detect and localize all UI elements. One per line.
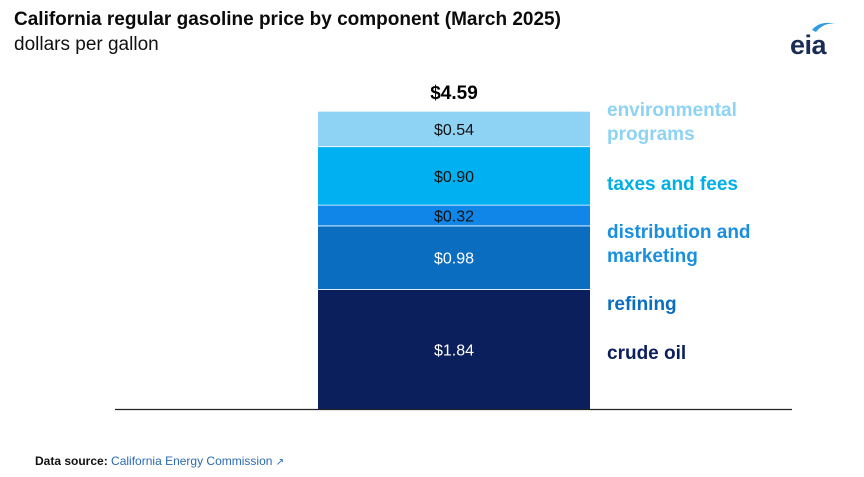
eia-logo: eia [790, 18, 840, 60]
legend-label-distribution-and-marketing: distribution and [607, 222, 751, 243]
data-label-taxes-and-fees: $0.90 [434, 169, 474, 186]
legend-label-crude-oil: crude oil [607, 343, 686, 364]
data-source: Data source: California Energy Commissio… [35, 454, 284, 468]
bar-segment-distribution-and-marketing [318, 205, 590, 226]
legend-label-distribution-and-marketing: marketing [607, 246, 698, 267]
legend-label-environmental-programs: environmental [607, 100, 737, 121]
data-label-refining: $0.98 [434, 251, 474, 268]
total-label: $4.59 [430, 83, 478, 104]
bar-segment-crude-oil [318, 289, 590, 409]
data-label-crude-oil: $1.84 [434, 342, 474, 359]
external-link-icon[interactable]: ↗ [275, 457, 285, 468]
legend-label-environmental-programs: programs [607, 124, 695, 145]
data-label-distribution-and-marketing: $0.32 [434, 209, 474, 226]
eia-logo-swoosh-icon [812, 22, 836, 32]
data-label-environmental-programs: $0.54 [434, 122, 474, 139]
source-link[interactable]: California Energy Commission [111, 454, 273, 468]
bar-segment-refining [318, 225, 590, 290]
legend-label-refining: refining [607, 294, 677, 315]
bar-segment-environmental-programs [318, 111, 590, 147]
chart-subtitle: dollars per gallon [14, 34, 159, 55]
legend-label-taxes-and-fees: taxes and fees [607, 174, 738, 195]
source-label: Data source: [35, 454, 108, 468]
bar-segment-taxes-and-fees [318, 146, 590, 206]
chart-title: California regular gasoline price by com… [14, 9, 561, 30]
eia-logo-text: eia [790, 30, 827, 60]
